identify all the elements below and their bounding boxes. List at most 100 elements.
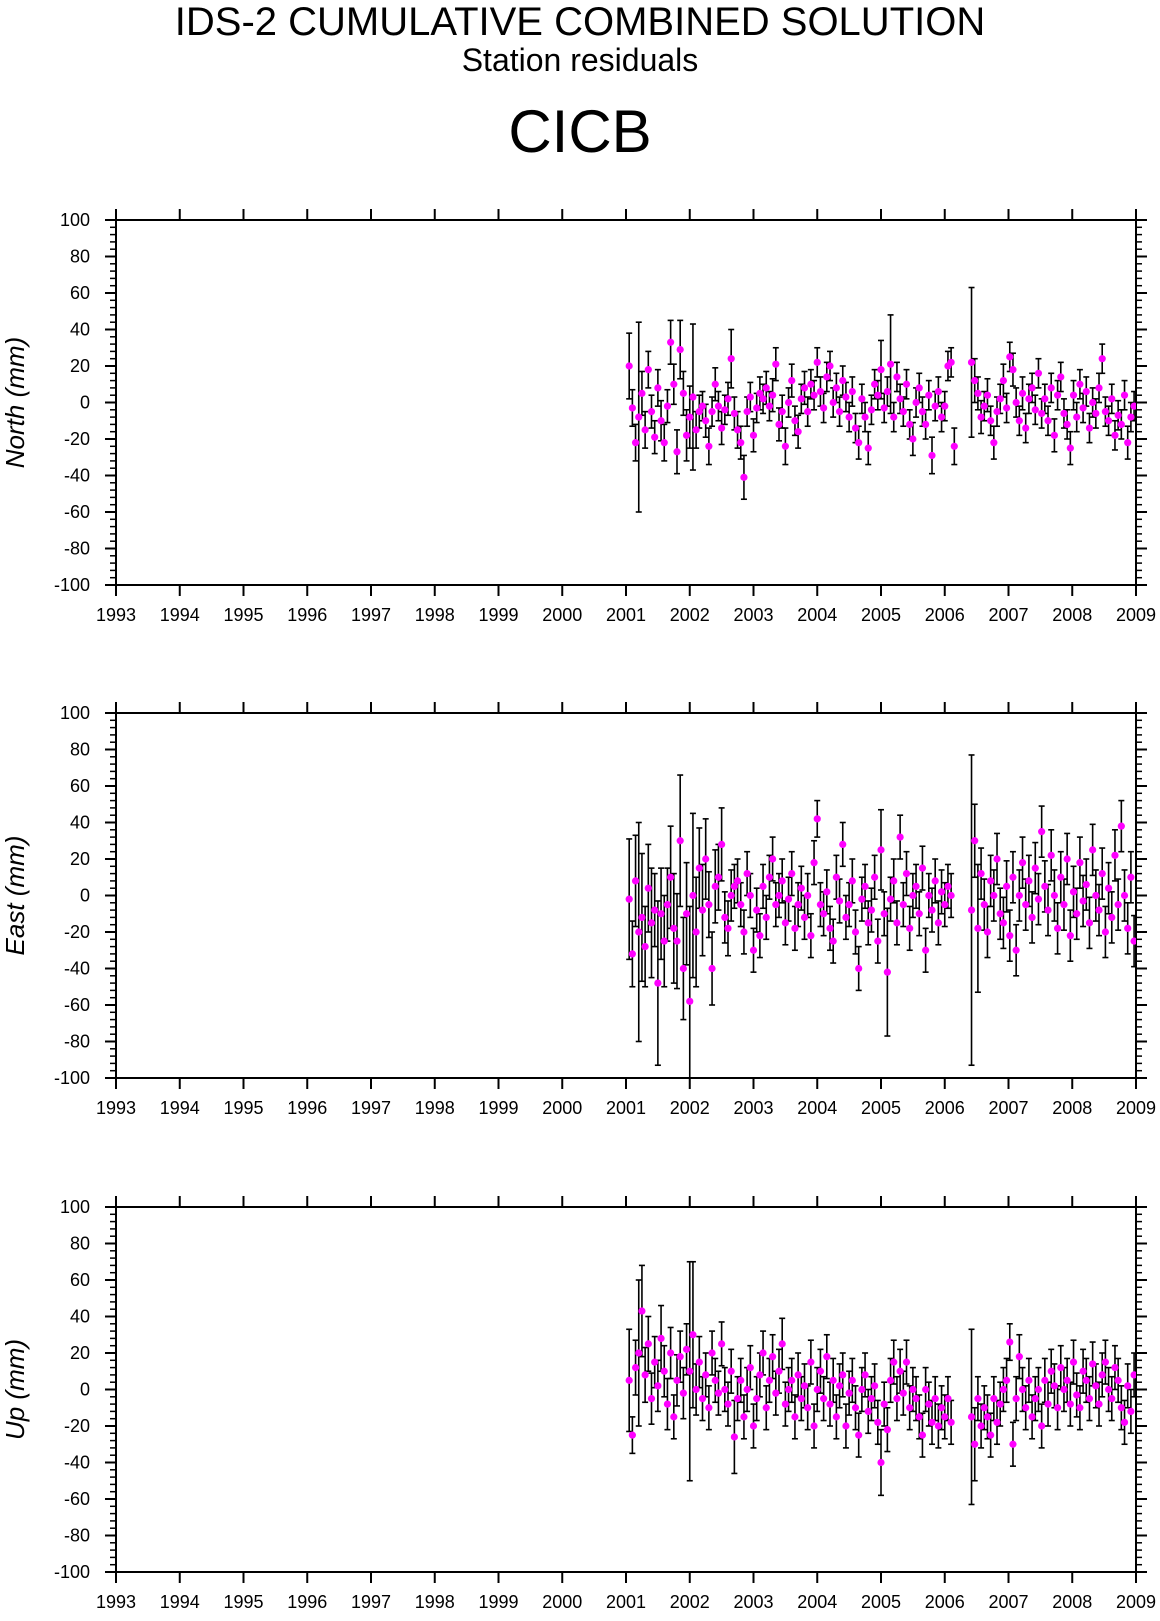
north-data-point: [1095, 384, 1103, 392]
north-data-point: [977, 413, 985, 421]
east-x-tick-label: 2004: [797, 1098, 837, 1118]
north-data-point: [820, 404, 828, 412]
up-data-point: [1057, 1364, 1065, 1372]
up-data-point: [654, 1382, 662, 1390]
north-panel: 1993 1994 1995 1996 1997 1998 1999 2000 2001 2002…: [0, 209, 1156, 625]
up-data-point: [993, 1418, 1001, 1426]
east-data-point: [1092, 891, 1100, 900]
up-data-point: [733, 1395, 742, 1403]
east-x-tick-label: 2006: [925, 1098, 965, 1118]
north-data-point: [886, 360, 895, 368]
east-data-point: [667, 873, 675, 881]
east-data-point: [1006, 932, 1014, 940]
up-data-point: [689, 1331, 697, 1339]
east-y-tick-label: 60: [70, 776, 90, 796]
east-data-point: [1050, 891, 1058, 900]
east-x-tick-label: 2001: [606, 1098, 646, 1118]
north-x-tick-label: 2008: [1052, 605, 1092, 625]
east-data-point: [631, 877, 640, 885]
up-data-point: [941, 1413, 949, 1421]
east-data-point: [1089, 846, 1097, 854]
north-data-point: [1073, 413, 1081, 421]
east-x-tick-label: 1993: [96, 1098, 136, 1118]
north-data-point: [1076, 380, 1084, 388]
north-y-tick-label: -60: [64, 502, 90, 522]
north-data-point: [788, 377, 796, 385]
north-plot-frame: [115, 219, 1137, 586]
up-data-point: [663, 1400, 672, 1408]
north-data-point: [1120, 391, 1129, 399]
east-x-tick-label: 1994: [160, 1098, 200, 1118]
up-data-point: [651, 1358, 659, 1366]
up-data-point: [893, 1395, 901, 1403]
east-data-point: [756, 932, 764, 940]
up-data-point: [906, 1404, 914, 1412]
east-data-point: [944, 882, 952, 890]
up-x-tick-label: 1999: [478, 1592, 518, 1612]
up-data-point: [772, 1389, 780, 1397]
up-data-point: [1101, 1358, 1109, 1366]
east-data-point: [934, 919, 942, 927]
east-data-point: [1063, 855, 1071, 863]
north-data-point: [906, 420, 914, 428]
north-data-point: [1108, 395, 1116, 403]
north-x-tick-label: 2000: [542, 605, 582, 625]
north-data-point: [861, 413, 869, 421]
up-data-point: [727, 1367, 735, 1375]
north-data-point: [1025, 395, 1033, 403]
north-data-point: [775, 420, 783, 428]
east-x-tick-label: 1998: [415, 1098, 455, 1118]
north-data-point: [826, 362, 834, 370]
east-y-tick-label: 100: [60, 703, 90, 723]
east-data-point: [925, 891, 933, 900]
north-data-point: [679, 389, 687, 397]
north-data-point: [702, 417, 710, 425]
north-data-point: [823, 373, 831, 381]
north-data-point: [628, 404, 636, 412]
east-data-point: [1104, 884, 1113, 892]
east-data-point: [931, 877, 939, 885]
east-data-point: [708, 964, 716, 973]
north-data-point: [657, 417, 665, 425]
east-data-point: [1082, 880, 1090, 889]
up-x-tick-label: 2005: [861, 1592, 901, 1612]
up-data-point: [1108, 1395, 1116, 1403]
east-data-point: [1076, 859, 1084, 867]
east-data-point: [1066, 932, 1074, 940]
up-data-point: [1009, 1440, 1017, 1448]
north-data-point: [896, 395, 904, 403]
up-data-point: [877, 1458, 885, 1467]
east-data-point: [823, 888, 831, 896]
up-data-point: [1111, 1364, 1119, 1372]
up-data-point: [829, 1376, 837, 1384]
up-data-point: [928, 1418, 936, 1426]
east-data-point: [804, 891, 812, 900]
north-data-point: [874, 391, 882, 399]
north-data-point: [934, 387, 942, 396]
up-data-point: [845, 1389, 853, 1397]
east-data-point: [711, 882, 719, 890]
east-data-point: [980, 901, 988, 909]
east-data-point: [820, 910, 828, 918]
north-x-tick-label: 1999: [478, 605, 518, 625]
up-data-point: [1066, 1400, 1074, 1408]
north-data-point: [912, 398, 920, 407]
up-data-point: [628, 1431, 636, 1439]
up-data-point: [890, 1358, 898, 1366]
up-data-point: [851, 1404, 860, 1412]
east-data-point: [657, 910, 665, 918]
north-data-point: [759, 395, 767, 403]
north-data-point: [711, 380, 719, 388]
east-data-point: [724, 924, 732, 932]
north-data-point: [1022, 424, 1030, 432]
up-data-point: [1117, 1404, 1125, 1412]
east-data-point: [928, 906, 936, 914]
north-data-point: [708, 408, 716, 416]
east-data-point: [816, 901, 825, 909]
up-y-tick-label: 60: [70, 1270, 90, 1290]
north-data-point: [791, 417, 799, 425]
east-data-point: [977, 870, 985, 878]
up-data-point: [999, 1385, 1008, 1394]
east-data-point: [864, 919, 872, 927]
up-data-point: [1127, 1407, 1135, 1415]
